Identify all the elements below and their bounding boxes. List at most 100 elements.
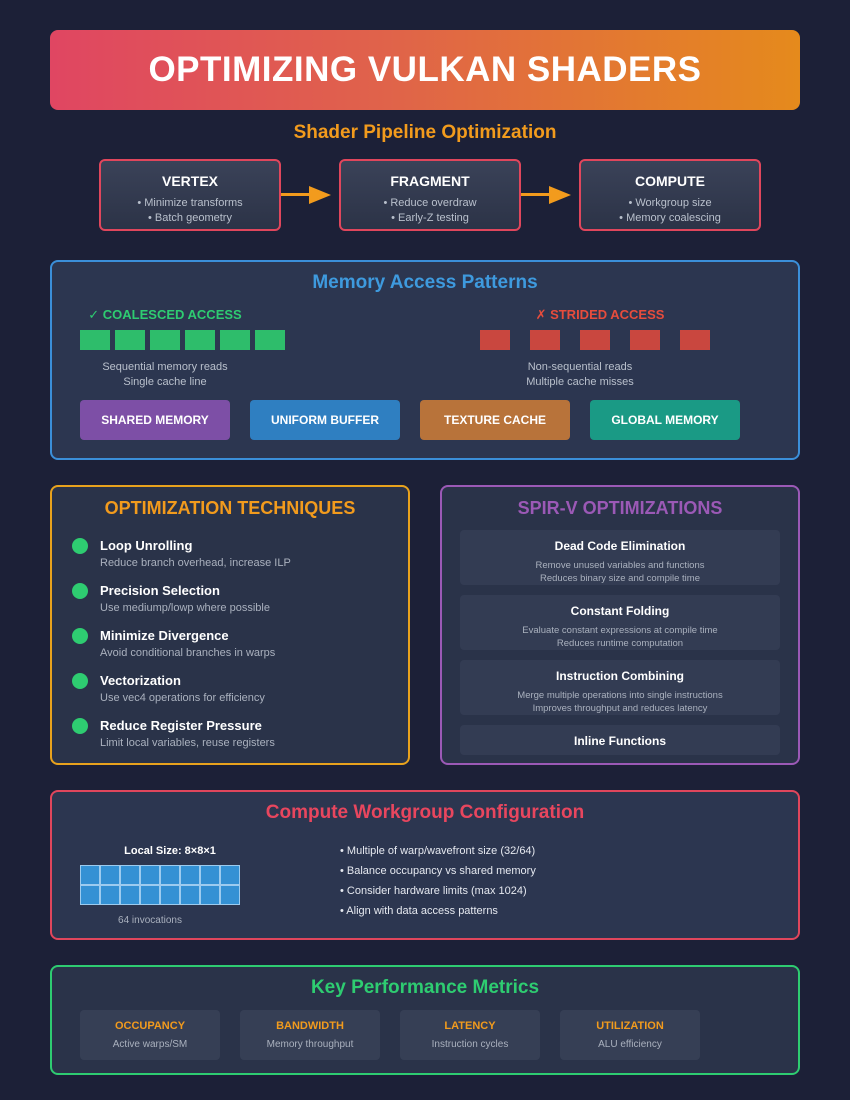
spirv-card: Instruction Combining Merge multiple ope… xyxy=(460,660,780,715)
memory-block xyxy=(680,330,710,350)
metric-name: LATENCY xyxy=(444,1020,496,1032)
pipeline-title: Shader Pipeline Optimization xyxy=(293,122,557,143)
stage-name: VERTEX xyxy=(161,173,218,189)
arrow-line xyxy=(521,193,551,196)
technique-desc: Avoid conditional branches in warps xyxy=(100,647,276,659)
stage-point: • Early-Z testing xyxy=(391,212,469,224)
spirv-card: Constant Folding Evaluate constant expre… xyxy=(460,595,780,650)
grid-cell xyxy=(120,865,140,885)
stage-fragment: FRAGMENT • Reduce overdraw • Early-Z tes… xyxy=(339,159,521,231)
grid-cell xyxy=(180,865,200,885)
grid-cell xyxy=(80,885,100,905)
spirv-name: Dead Code Elimination xyxy=(554,539,686,553)
bullet-dot-icon xyxy=(72,583,88,599)
memory-block xyxy=(530,330,560,350)
metric-name: OCCUPANCY xyxy=(114,1020,186,1032)
grid-cell xyxy=(140,865,160,885)
grid-cell xyxy=(100,865,120,885)
spirv-desc: Reduces binary size and compile time xyxy=(540,573,700,584)
technique-name: Vectorization xyxy=(100,673,181,688)
strided-notes: Non-sequential reads Multiple cache miss… xyxy=(480,360,680,390)
grid-cell xyxy=(180,885,200,905)
metric-desc: Active warps/SM xyxy=(112,1039,188,1050)
stage-vertex: VERTEX • Minimize transforms • Batch geo… xyxy=(99,159,281,231)
spirv-desc: Merge multiple operations into single in… xyxy=(517,690,723,701)
technique-desc: Use mediump/lowp where possible xyxy=(100,602,270,614)
spirv-name: Constant Folding xyxy=(570,604,670,618)
technique-name: Precision Selection xyxy=(100,583,220,598)
note: Single cache line xyxy=(123,376,207,388)
technique-desc: Limit local variables, reuse registers xyxy=(100,737,275,749)
metric-desc: Instruction cycles xyxy=(431,1039,509,1050)
spirv-title: SPIR-V OPTIMIZATIONS xyxy=(517,498,723,518)
grid-cell xyxy=(140,885,160,905)
spirv-name: Instruction Combining xyxy=(556,669,684,683)
memory-block xyxy=(630,330,660,350)
note: Sequential memory reads xyxy=(102,361,228,373)
metric-card-occupancy: OCCUPANCY Active warps/SM xyxy=(80,1010,220,1060)
grid-cell xyxy=(100,885,120,905)
stage-point: • Minimize transforms xyxy=(137,197,243,209)
metric-card-utilization: UTILIZATION ALU efficiency xyxy=(560,1010,700,1060)
technique-name: Loop Unrolling xyxy=(100,538,193,553)
note: Non-sequential reads xyxy=(527,361,633,373)
stage-point: • Batch geometry xyxy=(148,212,232,224)
technique-name: Reduce Register Pressure xyxy=(100,718,262,733)
arrow-right-icon xyxy=(309,186,331,204)
spirv-desc: Evaluate constant expressions at compile… xyxy=(522,625,718,636)
memory-block xyxy=(580,330,610,350)
bullet-dot-icon xyxy=(72,538,88,554)
workgroup-title: Compute Workgroup Configuration xyxy=(265,802,585,823)
grid-cell xyxy=(120,885,140,905)
memory-block xyxy=(80,330,110,350)
technique-desc: Use vec4 operations for efficiency xyxy=(100,692,265,704)
metric-desc: Memory throughput xyxy=(266,1039,354,1050)
workgroup-bullet: • Align with data access patterns xyxy=(340,905,498,917)
memory-block xyxy=(115,330,145,350)
stage-point: • Workgroup size xyxy=(628,197,712,209)
grid-cell xyxy=(80,865,100,885)
spirv-desc: Improves throughput and reduces latency xyxy=(532,703,708,714)
memory-block xyxy=(150,330,180,350)
spirv-name: Inline Functions xyxy=(574,734,666,748)
spirv-desc: Reduces runtime computation xyxy=(556,638,684,649)
memory-block xyxy=(185,330,215,350)
stage-point: • Reduce overdraw xyxy=(383,197,477,209)
grid-cell xyxy=(200,865,220,885)
stage-compute: COMPUTE • Workgroup size • Memory coales… xyxy=(579,159,761,231)
stage-name: COMPUTE xyxy=(635,173,705,189)
strided-heading: ✗ STRIDED ACCESS xyxy=(535,307,665,322)
invocations-label: 64 invocations xyxy=(118,915,182,926)
bullet-dot-icon xyxy=(72,718,88,734)
stage-name: FRAGMENT xyxy=(390,173,470,189)
grid-cell xyxy=(160,885,180,905)
grid-cell xyxy=(220,865,240,885)
workgroup-bullet: • Balance occupancy vs shared memory xyxy=(340,865,536,877)
shared-memory-button[interactable]: SHARED MEMORY xyxy=(80,400,230,440)
workgroup-grid xyxy=(80,865,240,905)
note: Multiple cache misses xyxy=(526,376,634,388)
bullet-dot-icon xyxy=(72,628,88,644)
bullet-dot-icon xyxy=(72,673,88,689)
coalesced-notes: Sequential memory reads Single cache lin… xyxy=(65,360,265,390)
techniques-title: OPTIMIZATION TECHNIQUES xyxy=(104,498,356,518)
memory-block xyxy=(480,330,510,350)
workgroup-bullet: • Multiple of warp/wavefront size (32/64… xyxy=(340,845,536,857)
grid-cell xyxy=(220,885,240,905)
grid-cell xyxy=(160,865,180,885)
technique-name: Minimize Divergence xyxy=(100,628,229,643)
coalesced-heading: ✓ COALESCED ACCESS xyxy=(88,307,242,322)
spirv-desc: Remove unused variables and functions xyxy=(535,560,705,571)
global-memory-button[interactable]: GLOBAL MEMORY xyxy=(590,400,740,440)
page-title: OPTIMIZING VULKAN SHADERS xyxy=(148,50,702,89)
arrow-line xyxy=(281,193,311,196)
technique-desc: Reduce branch overhead, increase ILP xyxy=(100,557,291,569)
local-size-label: Local Size: 8×8×1 xyxy=(124,845,216,857)
metric-name: BANDWIDTH xyxy=(276,1020,344,1032)
grid-cell xyxy=(200,885,220,905)
arrow-right-icon xyxy=(549,186,571,204)
spirv-card: Dead Code Elimination Remove unused vari… xyxy=(460,530,780,585)
uniform-buffer-button[interactable]: UNIFORM BUFFER xyxy=(250,400,400,440)
texture-cache-button[interactable]: TEXTURE CACHE xyxy=(420,400,570,440)
title-banner: OPTIMIZING VULKAN SHADERS xyxy=(50,30,800,110)
